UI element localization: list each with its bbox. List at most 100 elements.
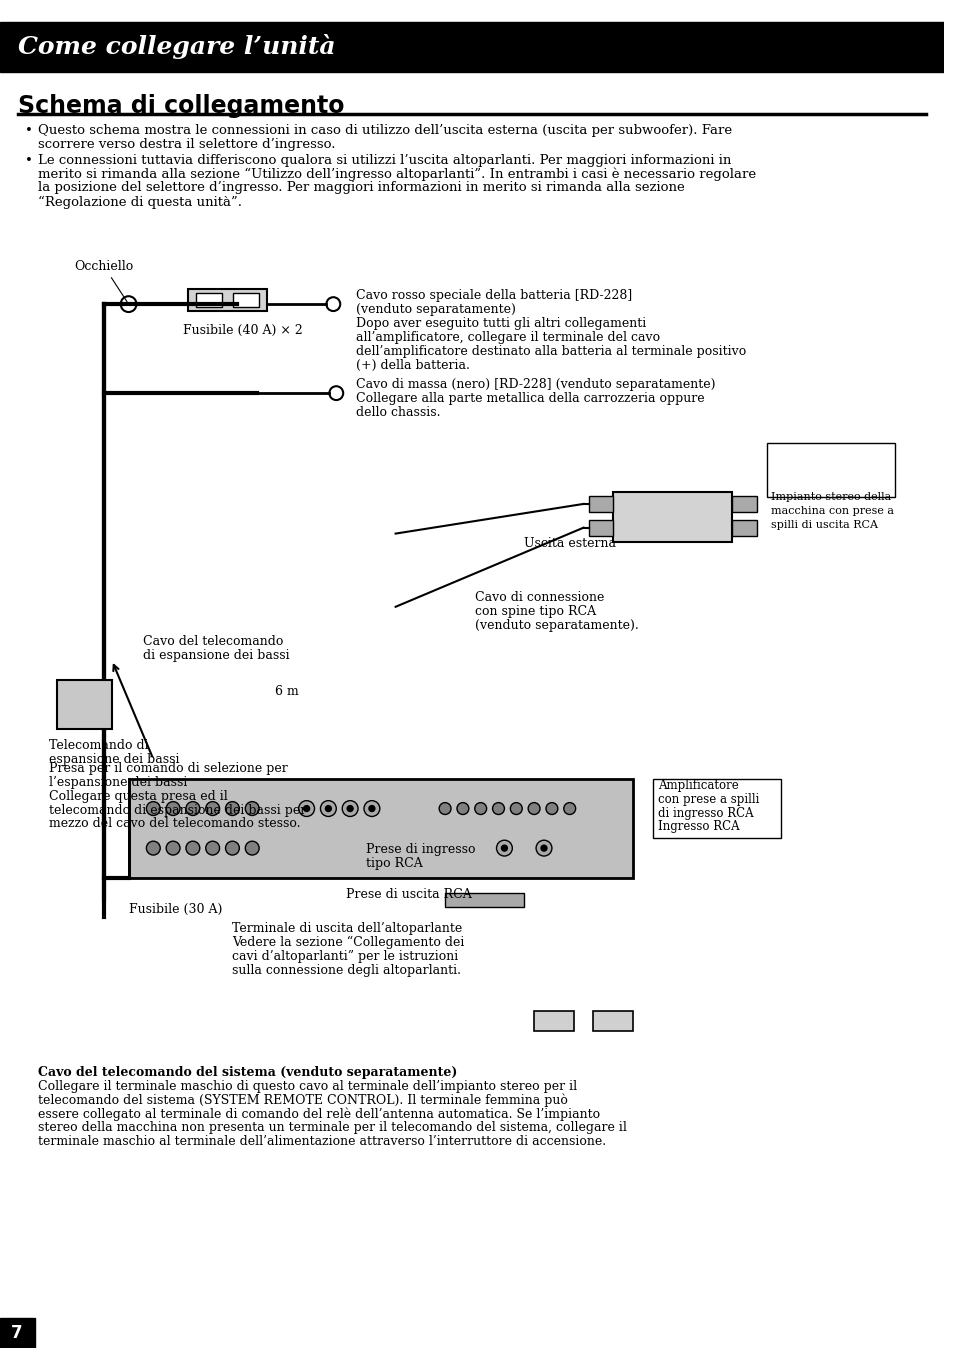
Circle shape [245,802,259,816]
Text: stereo della macchina non presenta un terminale per il telecomando del sistema, : stereo della macchina non presenta un te… [37,1121,626,1134]
Text: espansione dei bassi: espansione dei bassi [50,753,180,766]
Text: dell’amplificatore destinato alla batteria al terminale positivo: dell’amplificatore destinato alla batter… [355,344,745,358]
Circle shape [438,802,451,814]
Text: cavi d’altoparlanti” per le istruzioni: cavi d’altoparlanti” per le istruzioni [233,950,458,963]
Text: telecomando del sistema (SYSTEM REMOTE CONTROL). Il terminale femmina può: telecomando del sistema (SYSTEM REMOTE C… [37,1093,567,1107]
Circle shape [298,801,314,817]
Circle shape [475,802,486,814]
Circle shape [146,841,160,855]
Text: Prese di uscita RCA: Prese di uscita RCA [346,888,472,901]
Text: l’espansione dei bassi: l’espansione dei bassi [50,776,188,789]
Bar [57,680,112,729]
Circle shape [326,297,340,312]
Circle shape [320,801,336,817]
Text: dello chassis.: dello chassis. [355,406,440,419]
Circle shape [186,802,199,816]
Text: 7: 7 [11,1324,23,1341]
Text: Vedere la sezione “Collegamento dei: Vedere la sezione “Collegamento dei [233,936,464,950]
Text: spilli di uscita RCA: spilli di uscita RCA [771,520,878,530]
Text: (venduto separatamente): (venduto separatamente) [355,304,516,316]
Text: Cavo del telecomando: Cavo del telecomando [143,635,283,649]
Circle shape [146,802,160,816]
Text: essere collegato al terminale di comando del relè dell’antenna automatica. Se l’: essere collegato al terminale di comando… [37,1107,599,1121]
Circle shape [70,690,99,720]
Text: (+) della batteria.: (+) della batteria. [355,359,470,371]
Circle shape [536,840,552,856]
Circle shape [325,806,331,812]
Text: Presa per il comando di selezione per: Presa per il comando di selezione per [50,762,288,775]
Text: con prese a spilli: con prese a spilli [657,793,759,806]
Text: Ingresso RCA: Ingresso RCA [657,820,739,833]
Circle shape [245,841,259,855]
Text: Schema di collegamento: Schema di collegamento [18,95,344,118]
Bar [129,779,633,878]
Text: Cavo del telecomando del sistema (venduto separatamente): Cavo del telecomando del sistema (vendut… [37,1066,456,1079]
Text: Questo schema mostra le connessioni in caso di utilizzo dell’uscita esterna (usc: Questo schema mostra le connessioni in c… [37,125,731,137]
Text: telecomando di espansione dei bassi per: telecomando di espansione dei bassi per [50,804,306,817]
Text: Come collegare l’unità: Come collegare l’unità [18,34,335,60]
Text: Cavo di massa (nero) [RD-228] (venduto separatamente): Cavo di massa (nero) [RD-228] (venduto s… [355,378,715,392]
Text: merito si rimanda alla sezione “Utilizzo dell’ingresso altoparlanti”. In entramb: merito si rimanda alla sezione “Utilizzo… [37,168,755,182]
Bar [731,520,756,535]
Circle shape [342,801,357,817]
Circle shape [496,840,512,856]
Circle shape [369,806,375,812]
Bar [731,496,756,512]
Circle shape [540,846,546,851]
Text: Occhiello: Occhiello [74,260,133,302]
Circle shape [501,846,507,851]
Circle shape [329,386,343,400]
Bar [445,893,523,908]
Circle shape [347,806,353,812]
Bar [534,1011,573,1031]
Text: Dopo aver eseguito tutti gli altri collegamenti: Dopo aver eseguito tutti gli altri colle… [355,317,645,331]
Circle shape [303,806,310,812]
Text: Terminale di uscita dell’altoparlante: Terminale di uscita dell’altoparlante [233,923,462,935]
Circle shape [186,841,199,855]
Text: Collegare alla parte metallica della carrozzeria oppure: Collegare alla parte metallica della car… [355,392,704,405]
Text: •: • [25,125,32,137]
Bar [765,443,894,497]
Text: Prese di ingresso: Prese di ingresso [366,843,475,856]
Text: di espansione dei bassi: di espansione dei bassi [143,649,290,663]
Circle shape [166,841,180,855]
Text: con spine tipo RCA: con spine tipo RCA [475,604,596,618]
Text: terminale maschio al terminale dell’alimentazione attraverso l’interruttore di a: terminale maschio al terminale dell’alim… [37,1135,605,1148]
Text: all’amplificatore, collegare il terminale del cavo: all’amplificatore, collegare il terminal… [355,331,659,344]
Circle shape [364,801,379,817]
Text: scorrere verso destra il selettore d’ingresso.: scorrere verso destra il selettore d’ing… [37,138,335,150]
Bar [0,1318,34,1348]
Bar [0,22,943,72]
Bar [588,520,613,535]
Bar [188,289,267,312]
Text: Cavo rosso speciale della batteria [RD-228]: Cavo rosso speciale della batteria [RD-2… [355,289,632,302]
Text: 6 m: 6 m [274,684,298,698]
Circle shape [456,802,468,814]
Text: •: • [25,153,32,167]
Bar [195,293,221,308]
Text: sulla connessione degli altoparlanti.: sulla connessione degli altoparlanti. [233,963,461,977]
Text: Impianto stereo della: Impianto stereo della [771,492,891,503]
Circle shape [563,802,575,814]
Text: Collegare il terminale maschio di questo cavo al terminale dell’impianto stereo : Collegare il terminale maschio di questo… [37,1080,577,1092]
Circle shape [166,802,180,816]
Text: Collegare questa presa ed il: Collegare questa presa ed il [50,790,228,802]
Text: Fusibile (30 A): Fusibile (30 A) [129,902,222,916]
Circle shape [510,802,521,814]
Circle shape [225,841,239,855]
Text: Cavo di connessione: Cavo di connessione [475,591,603,604]
Bar [652,779,781,839]
Circle shape [528,802,539,814]
Text: (venduto separatamente).: (venduto separatamente). [475,619,638,631]
Text: tipo RCA: tipo RCA [366,856,422,870]
Circle shape [545,802,558,814]
Circle shape [492,802,504,814]
Bar [613,492,731,542]
Text: Telecomando di: Telecomando di [50,740,149,752]
Text: Uscita esterna: Uscita esterna [523,537,616,550]
Bar [593,1011,633,1031]
Circle shape [206,802,219,816]
Text: Amplificatore: Amplificatore [657,779,738,791]
Text: mezzo del cavo del telecomando stesso.: mezzo del cavo del telecomando stesso. [50,817,300,831]
Circle shape [206,841,219,855]
